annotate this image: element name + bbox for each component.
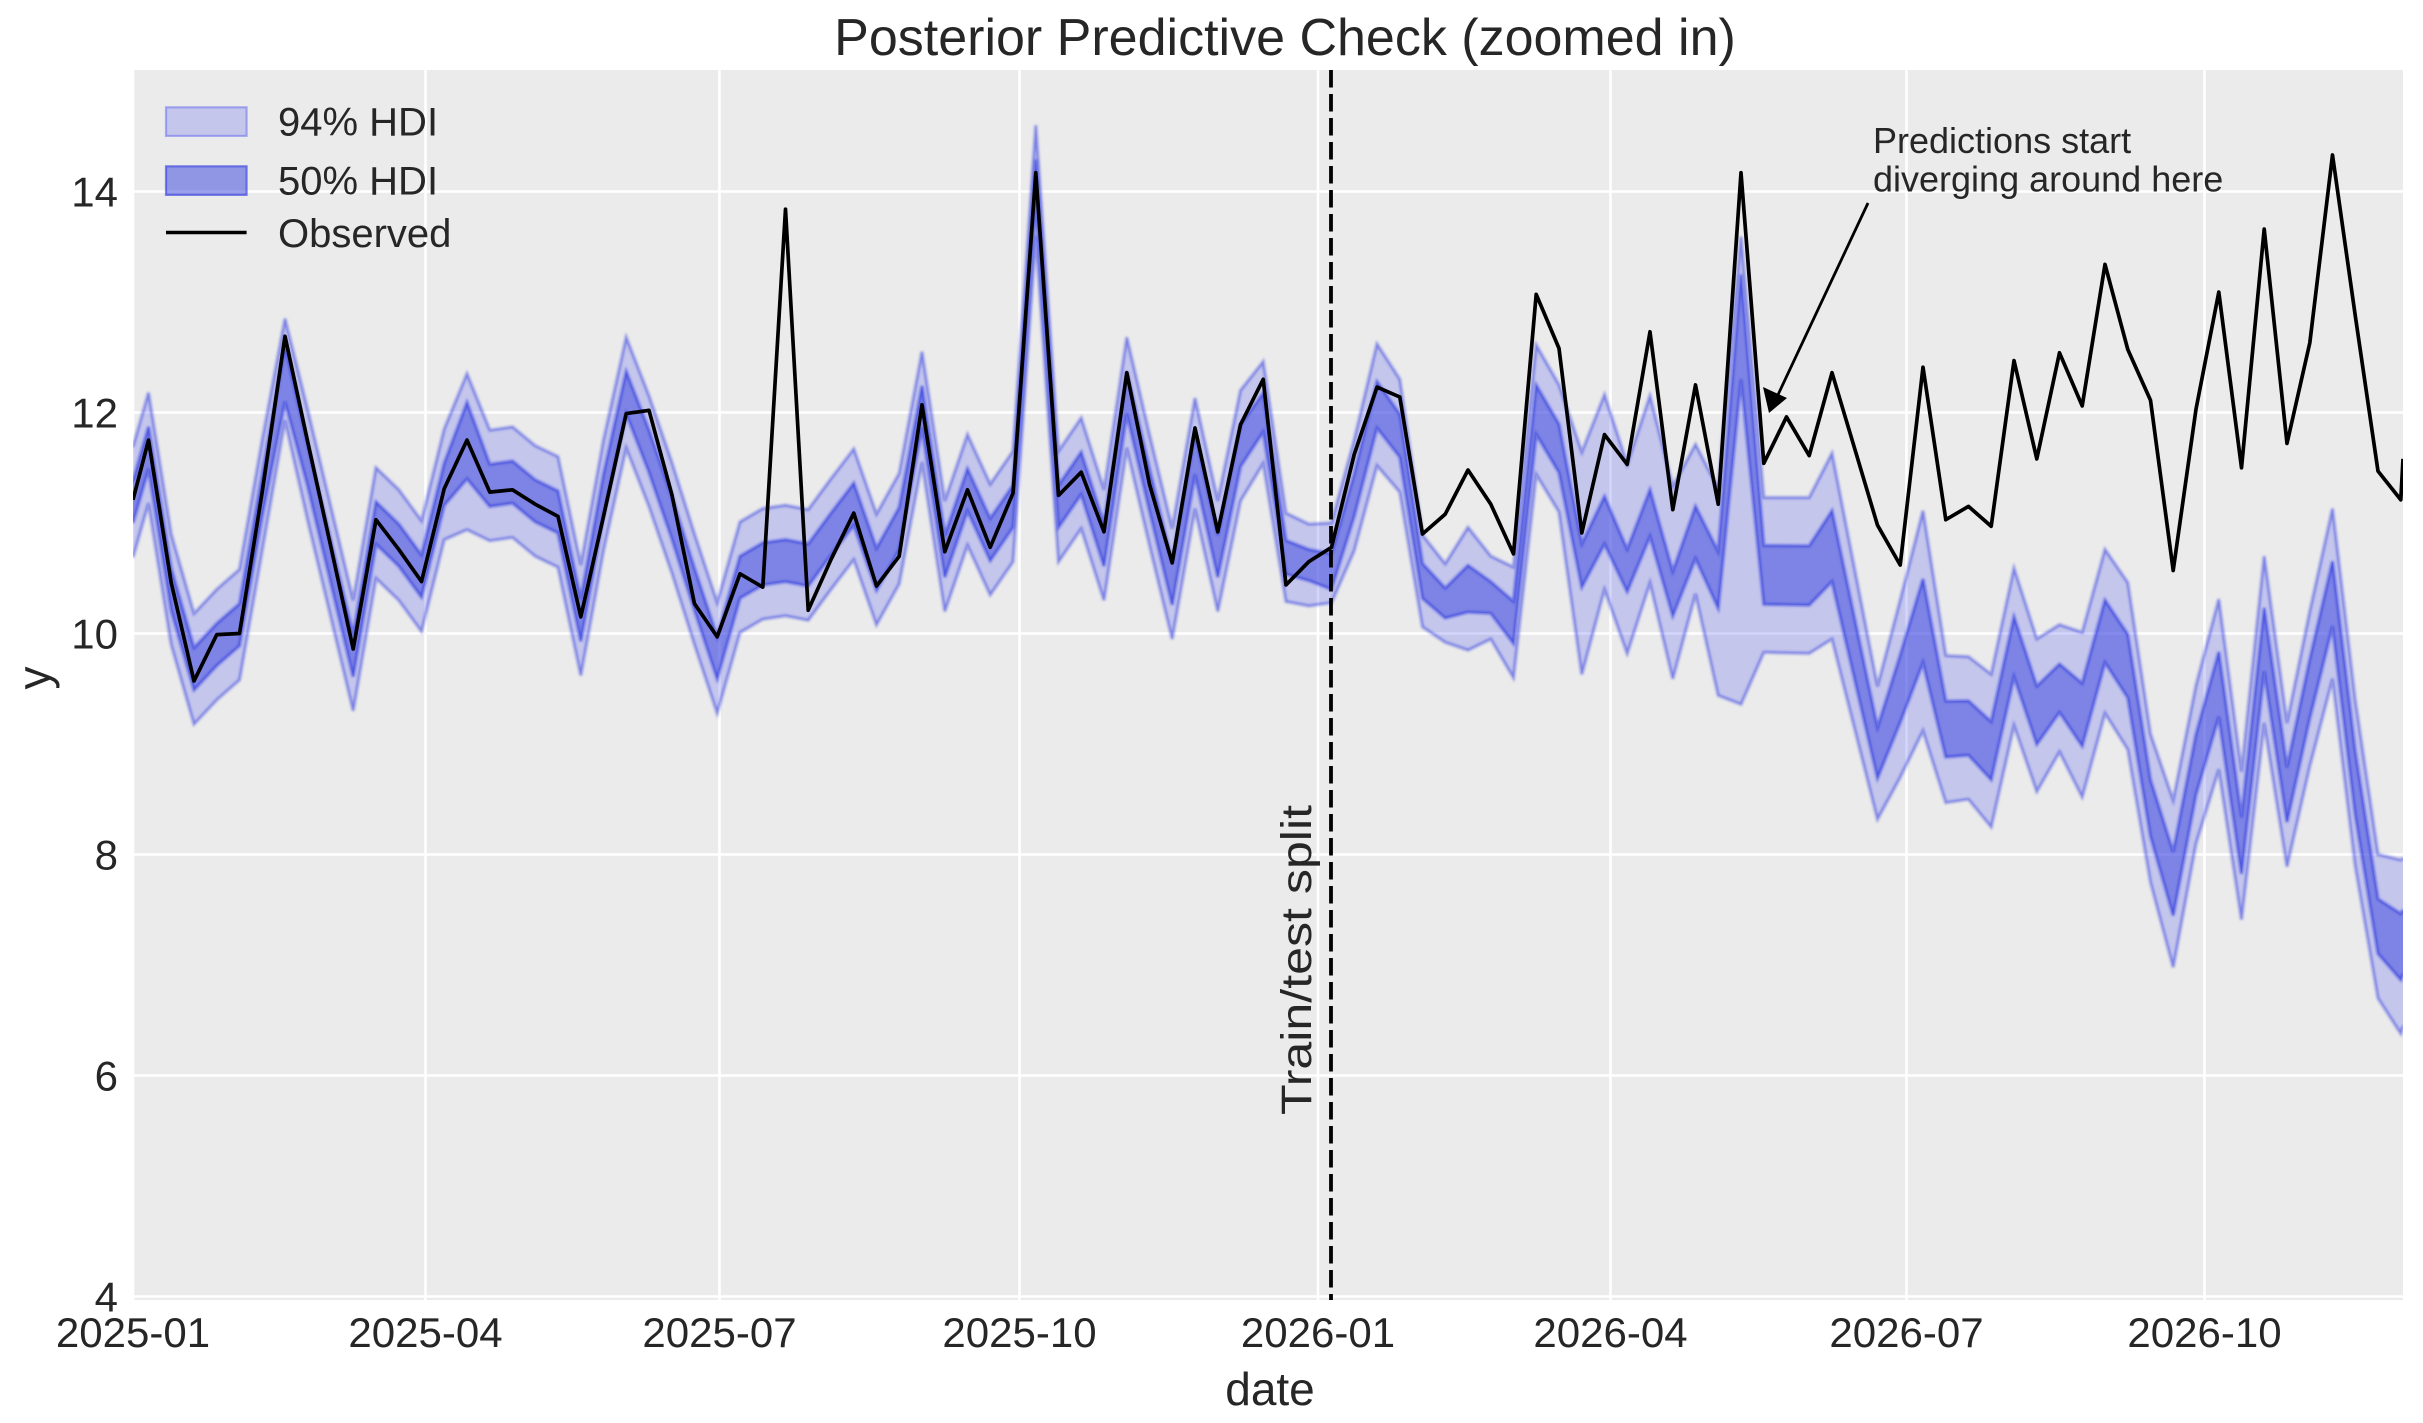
svg-text:Predictions start: Predictions start [1873,120,2131,161]
svg-text:2026-10: 2026-10 [2127,1309,2281,1356]
svg-text:y: y [8,667,60,690]
svg-text:2026-07: 2026-07 [1829,1309,1983,1356]
svg-text:Observed: Observed [278,212,451,256]
svg-text:2025-04: 2025-04 [348,1309,502,1356]
svg-text:4: 4 [95,1274,118,1321]
svg-text:2026-04: 2026-04 [1533,1309,1687,1356]
svg-text:2025-01: 2025-01 [56,1309,210,1356]
svg-text:8: 8 [95,832,118,879]
svg-text:50% HDI: 50% HDI [278,160,438,204]
svg-text:6: 6 [95,1053,118,1100]
svg-text:12: 12 [71,390,118,437]
svg-text:2025-07: 2025-07 [642,1309,796,1356]
svg-text:2026-01: 2026-01 [1241,1309,1395,1356]
svg-text:date: date [1225,1363,1315,1415]
svg-text:diverging around here: diverging around here [1873,159,2223,200]
svg-text:Posterior Predictive Check (zo: Posterior Predictive Check (zoomed in) [834,9,1736,67]
svg-text:14: 14 [71,169,118,216]
svg-text:Train/test split: Train/test split [1273,805,1321,1115]
svg-text:94% HDI: 94% HDI [278,101,438,145]
svg-text:10: 10 [71,611,118,658]
svg-text:2025-10: 2025-10 [942,1309,1096,1356]
